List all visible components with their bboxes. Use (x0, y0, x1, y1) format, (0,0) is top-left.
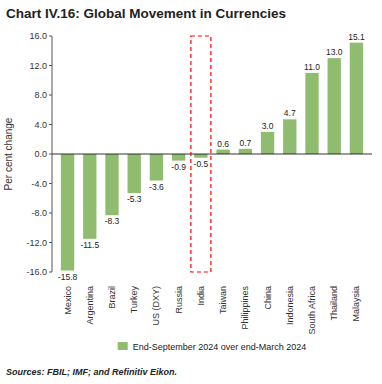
bar (61, 154, 74, 271)
legend-swatch (118, 342, 128, 350)
x-tick-label: US (DXY) (151, 286, 161, 326)
data-label: 11.0 (304, 62, 320, 72)
x-tick-label: South Africa (307, 286, 317, 335)
y-tick-label: 0.0 (34, 149, 47, 159)
bar (172, 154, 185, 161)
chart: Chart IV.16: Global Movement in Currenci… (0, 0, 382, 384)
y-tick (49, 95, 52, 96)
bar (261, 132, 274, 154)
bar (83, 154, 96, 239)
bar (350, 43, 363, 154)
y-tick (49, 36, 52, 37)
bar (105, 154, 118, 215)
title: Chart IV.16: Global Movement in Currenci… (6, 6, 286, 21)
y-tick (49, 242, 52, 243)
bars (61, 43, 363, 271)
x-tick-label: Malaysia (351, 286, 361, 322)
data-label: 13.0 (326, 47, 343, 57)
data-label: 15.1 (348, 32, 365, 42)
y-tick (49, 124, 52, 125)
bar (194, 154, 207, 158)
y-tick-label: -4.0 (31, 179, 47, 189)
data-label: -0.5 (194, 159, 209, 169)
bar (128, 154, 141, 193)
data-label: 0.6 (217, 139, 229, 149)
y-tick (49, 65, 52, 66)
y-tick-label: -8.0 (31, 208, 47, 218)
bar (150, 154, 163, 181)
bar (239, 149, 252, 154)
x-tick-label: Indonesia (285, 286, 295, 325)
x-tick-label: Thailand (329, 286, 339, 321)
y-tick (49, 272, 52, 273)
legend-label: End-September 2024 over end-March 2024 (133, 342, 307, 352)
y-tick-label: -12.0 (26, 238, 47, 248)
x-tick-label: Mexico (63, 286, 73, 315)
data-label: -3.6 (149, 182, 164, 192)
bar (283, 119, 296, 154)
background (0, 0, 382, 384)
x-tick-label: Philippines (240, 286, 250, 330)
y-tick-label: 4.0 (34, 120, 47, 130)
data-label: -0.9 (171, 162, 186, 172)
x-tick-label: Argentina (85, 286, 95, 325)
data-label: 4.7 (284, 108, 296, 118)
source-note: Sources: FBIL; IMF; and Refinitiv Eikon. (6, 367, 177, 377)
highlight-box (191, 36, 211, 272)
data-label: -5.3 (127, 194, 142, 204)
data-label: -15.8 (58, 272, 78, 282)
y-tick (49, 213, 52, 214)
data-label: -8.3 (105, 216, 120, 226)
bar (216, 150, 229, 154)
bar (328, 58, 341, 154)
x-tick-label: India (196, 286, 206, 306)
x-tick-label: Brazil (107, 286, 117, 309)
x-tick-label: China (263, 286, 273, 310)
bar (305, 73, 318, 154)
y-tick-label: 8.0 (34, 90, 47, 100)
y-tick (49, 154, 52, 155)
zero-line (52, 154, 372, 155)
data-label: 0.7 (239, 138, 251, 148)
data-label: 3.0 (262, 121, 274, 131)
y-tick-label: -16.0 (26, 267, 47, 277)
y-tick-label: 16.0 (29, 31, 47, 41)
x-tick-label: Taiwan (218, 286, 228, 314)
x-tick-label: Turkey (129, 286, 139, 314)
data-label: -11.5 (80, 240, 99, 250)
y-axis-label: Per cent change (3, 117, 14, 190)
x-tick-label: Russia (174, 286, 184, 314)
y-tick-label: 12.0 (29, 61, 47, 71)
y-tick (49, 183, 52, 184)
